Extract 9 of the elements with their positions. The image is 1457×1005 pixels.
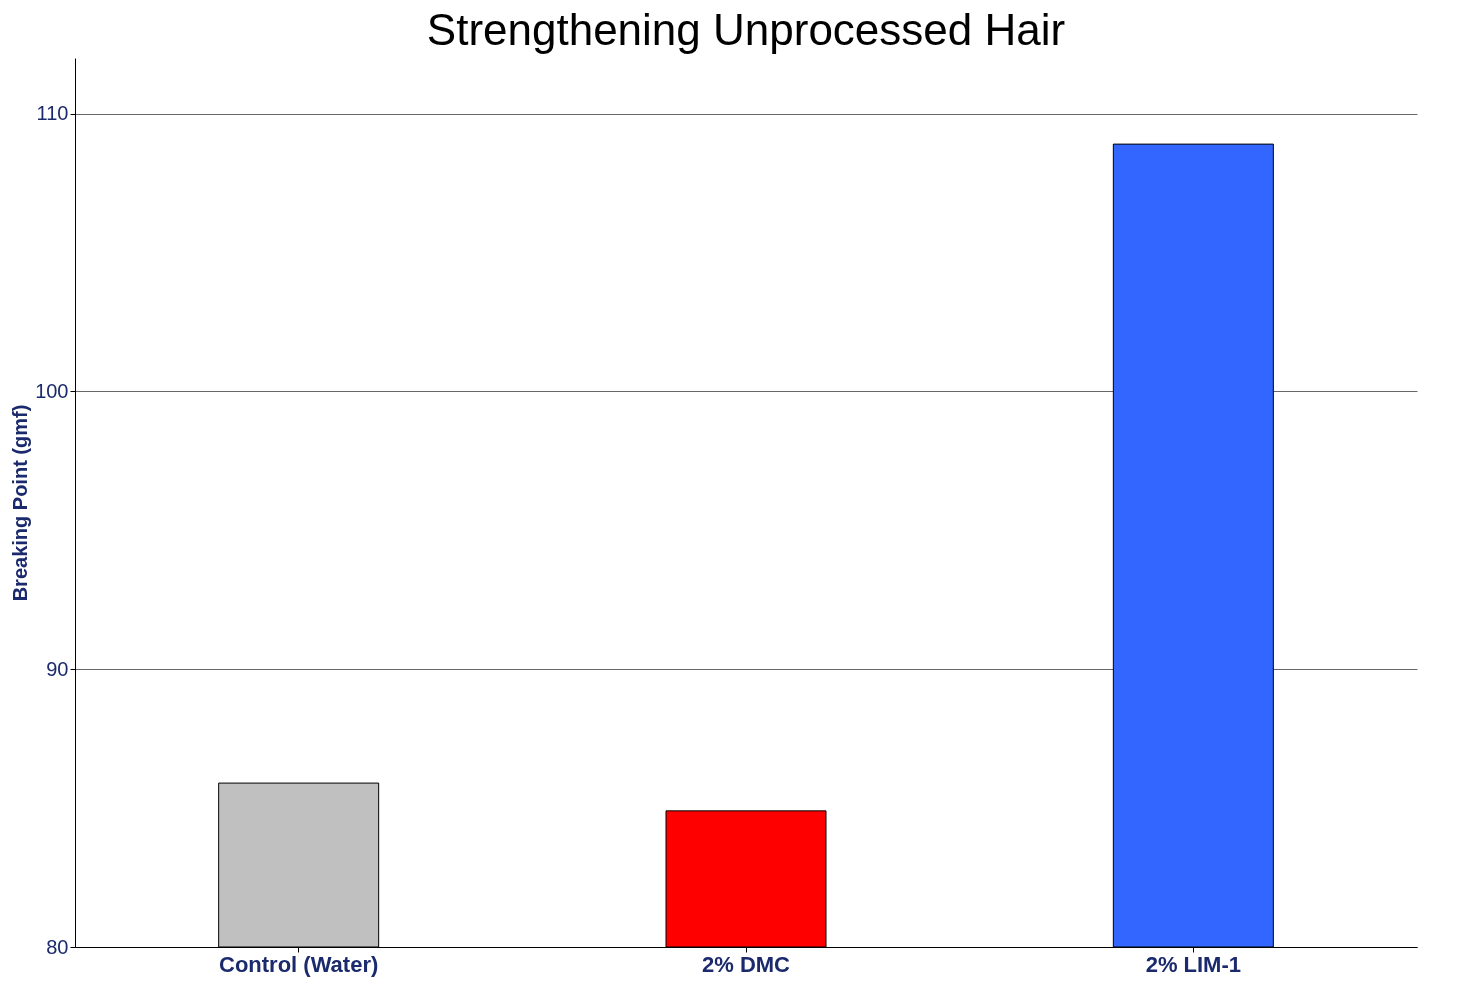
y-axis-title: Breaking Point (gmf) bbox=[9, 404, 32, 602]
x-tick-label: 2% DMC bbox=[701, 951, 791, 977]
y-tick-label: 100 bbox=[35, 379, 69, 402]
x-tick-label: 2% LIM-1 bbox=[1145, 951, 1242, 977]
y-tick-label: 80 bbox=[46, 935, 69, 958]
y-tick-label: 110 bbox=[36, 102, 69, 125]
y-tick-label: 90 bbox=[46, 657, 69, 680]
chart-title: Strengthening Unprocessed Hair bbox=[426, 5, 1066, 54]
x-tick-label: Control (Water) bbox=[219, 951, 379, 977]
